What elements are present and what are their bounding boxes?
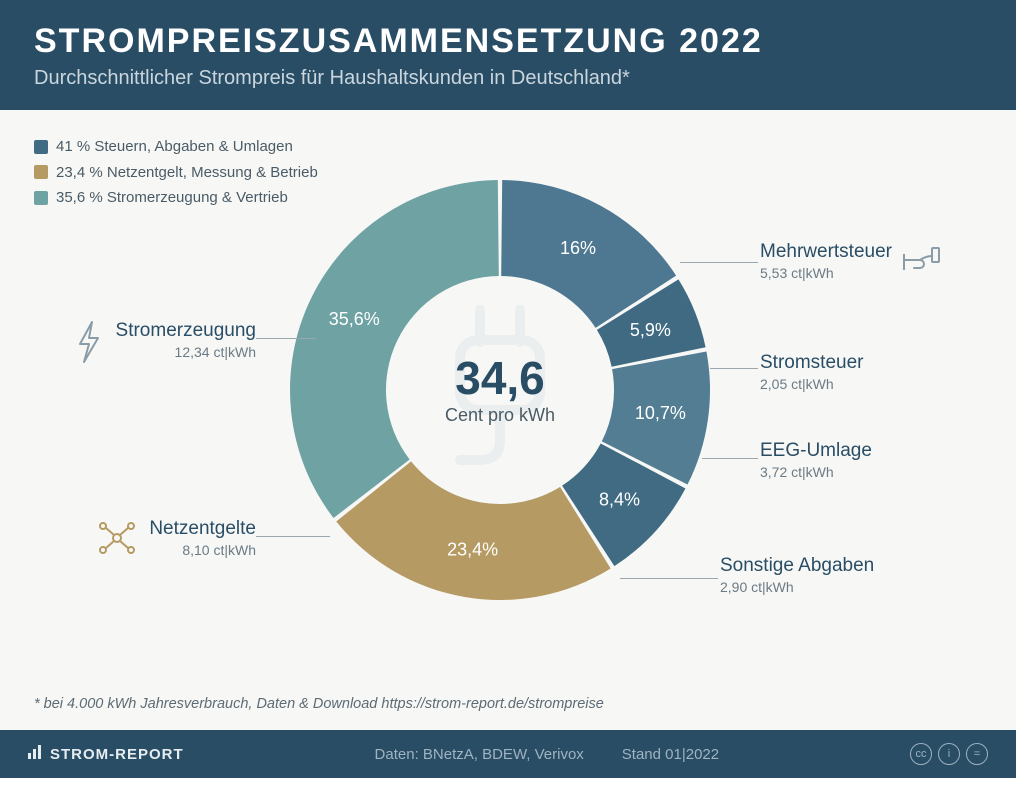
donut-svg: 16% 5,9% 10,7% 8,4% 23,4% 35,6% — [280, 170, 720, 610]
callout-value: 3,72 ct|kWh — [760, 464, 872, 480]
callout-eeg: EEG-Umlage 3,72 ct|kWh — [760, 440, 872, 480]
donut-chart: 16%5,9%10,7%8,4%23,4%35,6% 34,6 Cent pro… — [280, 170, 720, 610]
cc-nd-icon: = — [966, 743, 988, 765]
callout-value: 2,90 ct|kWh — [720, 579, 874, 595]
legend-item: 23,4 % Netzentgelt, Messung & Betrieb — [34, 160, 318, 186]
slice-label-sonst: 8,4% — [599, 489, 640, 509]
callout-name: Stromerzeugung — [116, 320, 256, 342]
callout-name: Netzentgelte — [149, 518, 256, 540]
callout-value: 2,05 ct|kWh — [760, 376, 863, 392]
callout-value: 12,34 ct|kWh — [116, 344, 256, 360]
sources: Daten: BNetzA, BDEW, Verivox — [375, 746, 584, 763]
callout-name: Sonstige Abgaben — [720, 555, 874, 577]
legend-swatch — [34, 165, 48, 179]
callout-name: EEG-Umlage — [760, 440, 872, 462]
cc-badges: cc i = — [910, 743, 988, 765]
legend-text: 23,4 % Netzentgelt, Messung & Betrieb — [56, 160, 318, 186]
legend-item: 35,6 % Stromerzeugung & Vertrieb — [34, 185, 318, 211]
bolt-icon — [74, 320, 104, 369]
callout-netzentgelte: Netzentgelte 8,10 ct|kWh — [36, 518, 256, 563]
legend-text: 41 % Steuern, Abgaben & Umlagen — [56, 134, 293, 160]
page-title: STROMPREISZUSAMMENSETZUNG 2022 — [34, 22, 982, 61]
cc-icon: cc — [910, 743, 932, 765]
leader-line — [702, 458, 758, 459]
callout-value: 5,53 ct|kWh — [760, 265, 892, 281]
legend-item: 41 % Steuern, Abgaben & Umlagen — [34, 134, 318, 160]
cc-by-icon: i — [938, 743, 960, 765]
bars-icon — [28, 745, 44, 763]
hand-icon — [902, 240, 942, 281]
leader-line — [710, 368, 758, 369]
callout-value: 8,10 ct|kWh — [149, 542, 256, 558]
callout-sonstige: Sonstige Abgaben 2,90 ct|kWh — [720, 555, 874, 595]
leader-line — [256, 338, 316, 339]
slice-label-netz: 23,4% — [447, 540, 498, 560]
footnote: * bei 4.000 kWh Jahresverbrauch, Daten &… — [34, 696, 604, 712]
brand-text: STROM-REPORT — [50, 746, 184, 763]
leader-line — [620, 578, 718, 579]
network-icon — [97, 518, 137, 563]
legend-text: 35,6 % Stromerzeugung & Vertrieb — [56, 185, 288, 211]
page-subtitle: Durchschnittlicher Strompreis für Hausha… — [34, 67, 982, 90]
footer: STROM-REPORT Daten: BNetzA, BDEW, Verivo… — [0, 730, 1016, 778]
callout-name: Stromsteuer — [760, 352, 863, 374]
callout-mehrwertsteuer: Mehrwertsteuer 5,53 ct|kWh — [760, 240, 942, 281]
header: STROMPREISZUSAMMENSETZUNG 2022 Durchschn… — [0, 0, 1016, 110]
date-stamp: Stand 01|2022 — [622, 746, 719, 763]
leader-line — [256, 536, 330, 537]
slice-label-strsteu: 5,9% — [630, 320, 671, 340]
legend-swatch — [34, 191, 48, 205]
slice-label-erzeug: 35,6% — [329, 309, 380, 329]
callout-name: Mehrwertsteuer — [760, 241, 892, 263]
main-area: 41 % Steuern, Abgaben & Umlagen 23,4 % N… — [0, 110, 1016, 730]
slice-label-eeg: 10,7% — [635, 403, 686, 423]
legend-swatch — [34, 140, 48, 154]
leader-line — [680, 262, 758, 263]
slice-label-mwst: 16% — [560, 238, 596, 258]
brand: STROM-REPORT — [28, 745, 184, 763]
legend: 41 % Steuern, Abgaben & Umlagen 23,4 % N… — [34, 134, 318, 211]
callout-stromsteuer: Stromsteuer 2,05 ct|kWh — [760, 352, 863, 392]
callout-stromerzeugung: Stromerzeugung 12,34 ct|kWh — [36, 320, 256, 369]
